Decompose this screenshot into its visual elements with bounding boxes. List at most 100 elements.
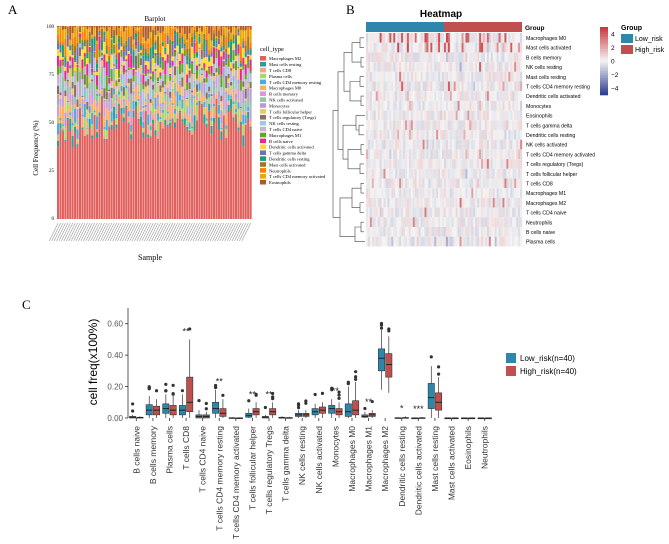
boxplot-outlier <box>171 392 175 396</box>
barplot-segment <box>249 123 252 124</box>
heatmap-cell <box>475 178 478 189</box>
barplot-segment <box>83 116 86 128</box>
heatmap-cell <box>449 159 452 169</box>
heatmap-cell <box>379 139 382 150</box>
heatmap-cell <box>432 100 435 111</box>
heatmap-cell <box>369 42 373 53</box>
heatmap-cell <box>488 227 491 237</box>
heatmap-cell <box>434 71 437 82</box>
heatmap-cell <box>395 120 398 130</box>
barplot-segment <box>230 95 233 96</box>
heatmap-cell <box>447 52 451 63</box>
heatmap-cell <box>520 159 523 169</box>
barplot-sample-tick <box>83 222 93 242</box>
boxplot-category-label: T cells CD4 naive <box>198 426 208 493</box>
barplot-segment <box>66 26 69 27</box>
heatmap-cell <box>475 120 478 130</box>
barplot-segment <box>191 128 194 134</box>
heatmap-cell <box>453 91 456 101</box>
heatmap-cell <box>366 100 369 111</box>
barplot-segment <box>69 65 72 69</box>
barplot-segment <box>169 101 172 120</box>
barplot-segment <box>127 67 130 71</box>
heatmap-cell <box>512 110 515 121</box>
heatmap-cell <box>403 139 406 150</box>
barplot-segment <box>64 56 67 58</box>
barplot-segment <box>81 109 84 113</box>
heatmap-cell <box>383 178 386 189</box>
heatmap-cell <box>445 227 449 237</box>
barplot-segment <box>171 26 174 29</box>
barplot-segment <box>91 26 94 35</box>
heatmap-cell <box>463 52 466 63</box>
barplot-segment <box>159 84 162 86</box>
boxplot-outlier <box>180 389 185 393</box>
heatmap-cell <box>383 71 386 82</box>
heatmap-cell <box>494 71 497 82</box>
barplot-segment <box>178 80 181 86</box>
barplot-segment <box>88 63 91 69</box>
heatmap-cell <box>424 52 427 63</box>
heatmap-cell <box>397 120 400 130</box>
heatmap-cell <box>484 178 488 189</box>
heatmap-cell <box>426 120 429 130</box>
heatmap-cell <box>416 120 419 130</box>
barplot-segment <box>249 55 252 60</box>
barplot-segment <box>164 33 167 48</box>
barplot-segment <box>132 117 135 219</box>
heatmap-cell <box>422 91 425 101</box>
barplot-sample-tick <box>119 222 130 242</box>
barplot-segment <box>93 35 96 37</box>
boxplot-outlier <box>188 327 192 331</box>
heatmap-cell <box>498 62 501 72</box>
barplot-segment <box>249 88 252 103</box>
heatmap-cell <box>418 149 421 160</box>
barplot-segment <box>178 74 181 76</box>
heatmap-cell <box>373 236 376 247</box>
heatmap-cell <box>438 130 441 140</box>
heatmap-cell <box>459 178 462 189</box>
barplot-segment <box>154 80 157 93</box>
barplot-segment <box>81 68 84 80</box>
barplot-segment <box>83 101 86 104</box>
barplot-segment <box>69 63 72 66</box>
barplot-segment <box>132 100 135 110</box>
barplot-segment <box>159 106 162 110</box>
barplot-segment <box>66 76 69 80</box>
heatmap-cell <box>434 139 437 150</box>
barplot-segment <box>147 43 150 54</box>
heatmap-cell <box>475 168 478 179</box>
barplot-segment <box>142 120 145 122</box>
barplot-segment <box>217 30 220 39</box>
heatmap-cell <box>453 52 456 63</box>
heatmap-cell <box>440 100 443 111</box>
barplot-segment <box>149 32 152 38</box>
heatmap-cell <box>444 130 447 140</box>
boxplot-category-label: B cells memory <box>148 425 158 484</box>
barplot-segment <box>220 95 223 102</box>
heatmap-cell <box>377 33 380 43</box>
heatmap-cell <box>514 42 517 53</box>
barplot-segment <box>96 89 99 93</box>
heatmap-cell <box>463 168 466 179</box>
heatmap-cell <box>502 71 505 82</box>
barplot-segment <box>93 65 96 72</box>
heatmap-cell <box>463 120 466 130</box>
heatmap-cell <box>483 33 486 43</box>
heatmap-cell <box>389 188 392 198</box>
heatmap-cell <box>410 100 413 111</box>
heatmap-cell <box>467 33 470 43</box>
barplot-legend-swatch <box>260 109 266 114</box>
barplot-segment <box>105 130 108 139</box>
heatmap-cell <box>442 217 445 227</box>
barplot-segment <box>234 61 238 70</box>
heatmap-cell <box>449 217 452 227</box>
boxplot-outlier <box>254 393 258 397</box>
heatmap-cell <box>410 33 413 43</box>
heatmap-cell <box>449 71 452 82</box>
heatmap-cell <box>459 168 462 179</box>
barplot-segment <box>142 121 145 129</box>
heatmap-cell <box>414 42 417 53</box>
barplot-segment <box>247 118 250 219</box>
barplot-segment <box>142 55 145 59</box>
